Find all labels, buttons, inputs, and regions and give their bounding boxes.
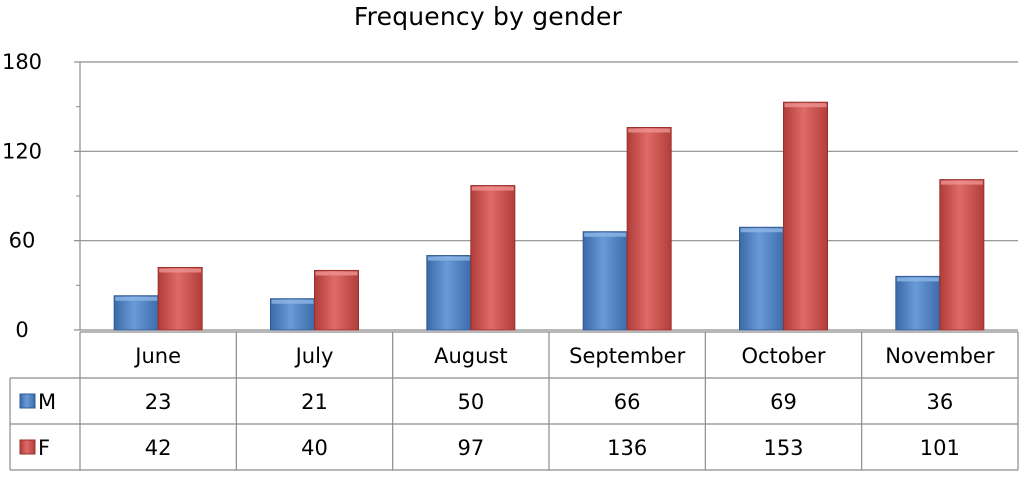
bar-top-highlight (115, 296, 158, 301)
table-cell-value: 136 (607, 436, 647, 460)
bar-f-october (783, 101, 828, 331)
table-cell-value: 66 (614, 390, 641, 414)
table-cell-value: 97 (457, 436, 484, 460)
bar-f-august (470, 185, 516, 331)
bar-f-june (157, 266, 203, 331)
gridlines (80, 61, 1018, 331)
table-cell-value: 153 (763, 436, 803, 460)
y-tick-label: 60 (9, 229, 36, 253)
chart-title: Frequency by gender (353, 2, 623, 31)
legend-key-m (19, 393, 36, 409)
legend-label: F (38, 436, 50, 460)
bar-top-highlight (896, 277, 939, 282)
data-table: June July August September October November M 2… (9, 331, 1019, 471)
bar-f-july (314, 269, 359, 331)
table-cell-value: 36 (926, 390, 953, 414)
x-category-label: September (569, 344, 685, 368)
bar-top-highlight (940, 180, 983, 185)
table-cell-value: 42 (145, 436, 172, 460)
table-cell-value: 50 (457, 390, 484, 414)
x-category-label: October (741, 344, 825, 368)
y-tick-label: 0 (15, 318, 28, 342)
x-category-label: August (434, 344, 508, 368)
bar-f-november (939, 179, 985, 331)
y-axis: 0 60 120 180 (2, 50, 81, 342)
table-cell-value: 23 (145, 390, 172, 414)
bar-top-highlight (584, 232, 627, 237)
table-cell-value: 101 (920, 436, 960, 460)
bar-m-september (582, 231, 628, 331)
bar-top-highlight (159, 268, 202, 273)
y-tick-label: 180 (2, 50, 42, 74)
x-category-label: July (294, 344, 334, 368)
bars (113, 101, 985, 331)
table-cell-value: 21 (301, 390, 328, 414)
bar-top-highlight (784, 103, 827, 108)
legend-label: M (38, 390, 56, 414)
table-cell-value: 40 (301, 436, 328, 460)
bar-top-highlight (628, 128, 671, 133)
bar-m-august (426, 255, 472, 331)
legend-key-f (19, 439, 36, 455)
bar-m-june (113, 295, 159, 331)
bar-top-highlight (740, 228, 783, 233)
table-cell-value: 69 (770, 390, 797, 414)
bar-top-highlight (271, 299, 314, 304)
x-category-label: November (885, 344, 995, 368)
bar-top-highlight (315, 271, 358, 276)
bar-top-highlight (471, 186, 514, 191)
bar-f-september (626, 127, 672, 331)
bar-m-july (270, 298, 315, 331)
x-category-label: June (133, 344, 181, 368)
bar-m-october (739, 226, 784, 331)
bar-top-highlight (427, 256, 470, 261)
bar-m-november (895, 275, 941, 331)
y-tick-label: 120 (2, 139, 42, 163)
